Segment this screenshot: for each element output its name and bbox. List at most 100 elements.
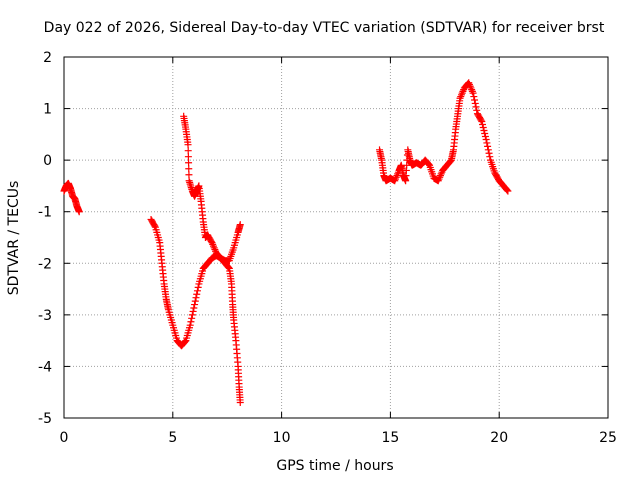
data-point bbox=[486, 153, 494, 161]
x-tick-label: 25 bbox=[599, 430, 617, 446]
data-point bbox=[393, 172, 401, 180]
data-point bbox=[186, 321, 194, 329]
data-point bbox=[484, 142, 492, 150]
data-point bbox=[435, 175, 443, 183]
data-point bbox=[481, 129, 489, 137]
data-point bbox=[465, 79, 473, 87]
y-tick-label: -1 bbox=[38, 205, 52, 221]
data-series-segment bbox=[147, 215, 244, 350]
data-point bbox=[472, 103, 480, 111]
data-point bbox=[473, 106, 481, 114]
data-point bbox=[392, 173, 400, 181]
data-point bbox=[436, 173, 444, 181]
x-tick-label: 5 bbox=[168, 430, 177, 446]
y-tick-label: -3 bbox=[38, 308, 52, 324]
data-point bbox=[457, 91, 465, 99]
data-point bbox=[468, 87, 476, 95]
data-point bbox=[503, 186, 511, 194]
data-point bbox=[210, 244, 218, 252]
data-point bbox=[192, 294, 200, 302]
data-point bbox=[484, 146, 492, 154]
data-point bbox=[209, 242, 217, 250]
x-tick-label: 15 bbox=[381, 430, 399, 446]
data-point bbox=[471, 96, 479, 104]
data-point bbox=[434, 177, 442, 185]
data-point bbox=[425, 160, 433, 168]
axis-ticks: 0 5 10 15 20 25 -5 -4 -3 -2 -1 0 1 2 bbox=[38, 50, 617, 446]
data-point bbox=[189, 307, 197, 315]
data-point bbox=[224, 263, 232, 271]
data-point bbox=[466, 82, 474, 90]
data-point bbox=[479, 120, 487, 128]
data-point bbox=[194, 283, 202, 291]
x-tick-label: 20 bbox=[490, 430, 508, 446]
data-point bbox=[193, 290, 201, 298]
data-point bbox=[209, 240, 217, 248]
data-point bbox=[181, 338, 189, 346]
data-point bbox=[180, 338, 188, 346]
data-point bbox=[151, 222, 159, 230]
data-point bbox=[190, 304, 198, 312]
data-point bbox=[479, 123, 487, 131]
data-point bbox=[188, 311, 196, 319]
data-point bbox=[207, 237, 215, 245]
grid-lines bbox=[64, 57, 608, 418]
data-point bbox=[391, 177, 399, 185]
data-point bbox=[456, 94, 464, 102]
x-tick-label: 0 bbox=[60, 430, 69, 446]
data-point bbox=[481, 133, 489, 141]
data-point bbox=[457, 93, 465, 101]
data-point bbox=[185, 165, 193, 173]
data-point bbox=[188, 314, 196, 322]
data-series-segment bbox=[60, 179, 83, 216]
y-tick-label: -2 bbox=[38, 256, 52, 272]
data-point bbox=[485, 149, 493, 157]
data-series-segment bbox=[376, 79, 512, 195]
data-point bbox=[185, 159, 193, 167]
x-tick-label: 10 bbox=[273, 430, 291, 446]
data-point bbox=[187, 318, 195, 326]
data-series-segment bbox=[180, 112, 244, 407]
data-point bbox=[502, 185, 510, 193]
y-tick-label: 0 bbox=[43, 153, 52, 169]
data-point bbox=[470, 93, 478, 101]
data-point bbox=[468, 86, 476, 94]
data-point bbox=[424, 160, 432, 168]
data-point bbox=[184, 141, 192, 149]
data-point bbox=[191, 301, 199, 309]
data-point bbox=[477, 116, 485, 124]
data-point bbox=[458, 89, 466, 97]
y-tick-label: 2 bbox=[43, 50, 52, 66]
chart-title: Day 022 of 2026, Sidereal Day-to-day VTE… bbox=[44, 20, 605, 36]
data-point bbox=[482, 136, 490, 144]
data-point bbox=[436, 172, 444, 180]
data-point bbox=[225, 264, 233, 272]
data-point bbox=[465, 81, 473, 89]
data-point bbox=[480, 126, 488, 134]
data-point bbox=[478, 117, 486, 125]
data-point bbox=[236, 399, 244, 407]
data-point bbox=[391, 175, 399, 183]
plot-frame bbox=[63, 56, 609, 419]
data-point bbox=[184, 153, 192, 161]
data-point bbox=[469, 89, 477, 97]
data-point bbox=[467, 84, 475, 92]
data-points bbox=[60, 79, 512, 407]
data-point bbox=[191, 297, 199, 305]
y-axis-label: SDTVAR / TECUs bbox=[6, 181, 22, 296]
y-tick-label: -5 bbox=[38, 411, 52, 427]
data-point bbox=[184, 147, 192, 155]
data-point bbox=[471, 99, 479, 107]
data-point bbox=[459, 87, 467, 95]
data-point bbox=[236, 221, 244, 229]
x-axis-label: GPS time / hours bbox=[276, 458, 393, 474]
data-point bbox=[193, 287, 201, 295]
data-point bbox=[504, 187, 512, 195]
data-point bbox=[437, 170, 445, 178]
data-point bbox=[211, 246, 219, 254]
data-point bbox=[483, 139, 491, 147]
data-point bbox=[75, 208, 83, 216]
data-point bbox=[185, 171, 193, 179]
y-tick-label: 1 bbox=[43, 102, 52, 118]
